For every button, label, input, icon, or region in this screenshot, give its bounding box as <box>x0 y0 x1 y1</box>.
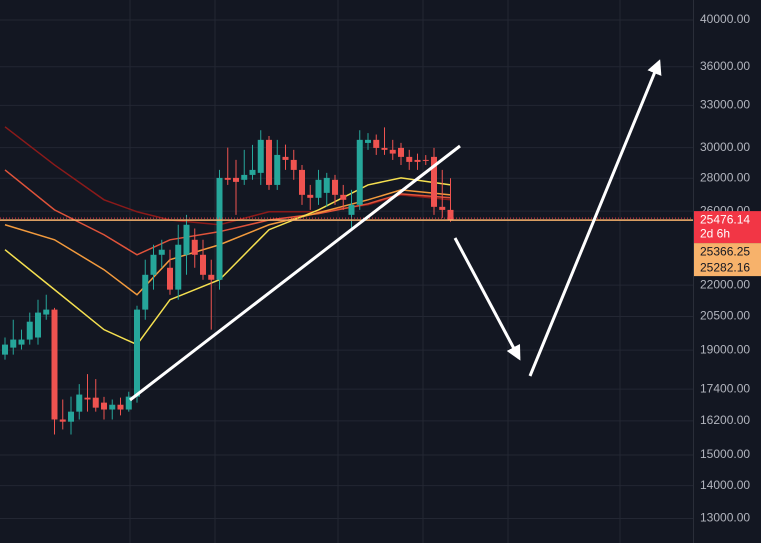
countdown: 2d 6h <box>700 226 730 240</box>
candle-body <box>76 394 83 412</box>
time-grid <box>129 0 621 543</box>
candle-body <box>117 404 124 410</box>
candle-body <box>414 159 421 162</box>
y-tick-label: 14000.00 <box>700 478 750 492</box>
candle-body <box>406 156 413 162</box>
drawings <box>129 59 662 402</box>
candle-body <box>26 321 33 340</box>
candle-body <box>266 139 272 185</box>
candle-body <box>59 419 66 422</box>
candle-body <box>373 139 380 148</box>
candle-body <box>216 177 223 280</box>
candle-body <box>282 156 289 160</box>
candle-body <box>365 139 371 143</box>
candle-body <box>43 309 50 315</box>
candle-body <box>183 224 190 255</box>
y-tick-label: 33000.00 <box>700 98 750 112</box>
y-tick-label: 30000.00 <box>700 140 750 154</box>
candle-body <box>125 396 132 410</box>
candle-body <box>92 397 99 408</box>
down-arrow <box>453 237 521 361</box>
candle-body <box>431 156 437 207</box>
y-tick-label: 28000.00 <box>700 170 750 184</box>
y-tick-label: 16200.00 <box>700 413 750 427</box>
candle-body <box>175 244 182 290</box>
candle-body <box>51 309 58 420</box>
price-label: 25282.16 <box>700 260 750 274</box>
candle-body <box>389 149 396 154</box>
y-tick-label: 36000.00 <box>700 59 750 73</box>
candle-body <box>150 254 157 275</box>
candle-body <box>167 267 173 290</box>
candle-body <box>233 177 239 182</box>
candle-body <box>84 397 91 400</box>
candle-body <box>101 402 107 410</box>
candle-body <box>142 274 149 310</box>
candle-body <box>257 139 264 173</box>
candle-body <box>332 179 338 195</box>
candle-body <box>18 339 25 345</box>
y-tick-label: 40000.00 <box>700 12 750 26</box>
y-tick-label: 17400.00 <box>700 381 750 395</box>
candle-body <box>447 209 454 221</box>
candle-body <box>439 206 446 210</box>
y-tick-label: 20500.00 <box>700 309 750 323</box>
y-tick-label: 13000.00 <box>700 511 750 525</box>
y-tick-label: 22000.00 <box>700 277 750 291</box>
candle-body <box>274 154 281 185</box>
candle-body <box>299 169 305 195</box>
candle-body <box>134 309 140 397</box>
candle-body <box>10 339 17 348</box>
candle-body <box>422 159 429 161</box>
candle-body <box>290 159 297 170</box>
candle-body <box>315 179 322 198</box>
candle-body <box>191 239 198 255</box>
price-label-box <box>694 243 761 277</box>
price-label-box <box>694 211 761 244</box>
up-arrow <box>528 59 662 377</box>
candle-body <box>249 169 256 175</box>
trend-line <box>129 144 461 402</box>
candle-body <box>2 344 8 355</box>
candle-body <box>158 249 165 255</box>
candle-body <box>109 404 116 410</box>
candle-body <box>381 147 388 150</box>
candle-body <box>398 147 404 157</box>
y-tick-label: 19000.00 <box>700 342 750 356</box>
candle-body <box>224 177 231 180</box>
candle-body <box>241 174 248 180</box>
candle-body <box>200 254 206 275</box>
candle-body <box>68 411 74 422</box>
candle-body <box>340 194 347 200</box>
price-label: 25476.14 <box>700 212 750 226</box>
candle-body <box>323 177 330 193</box>
candle-body <box>35 312 41 338</box>
y-tick-label: 15000.00 <box>700 447 750 461</box>
candle-body <box>356 139 363 205</box>
candle-body <box>208 274 215 280</box>
price-label: 25366.25 <box>700 244 750 258</box>
candle-body <box>307 194 314 198</box>
candle-body <box>348 204 355 215</box>
